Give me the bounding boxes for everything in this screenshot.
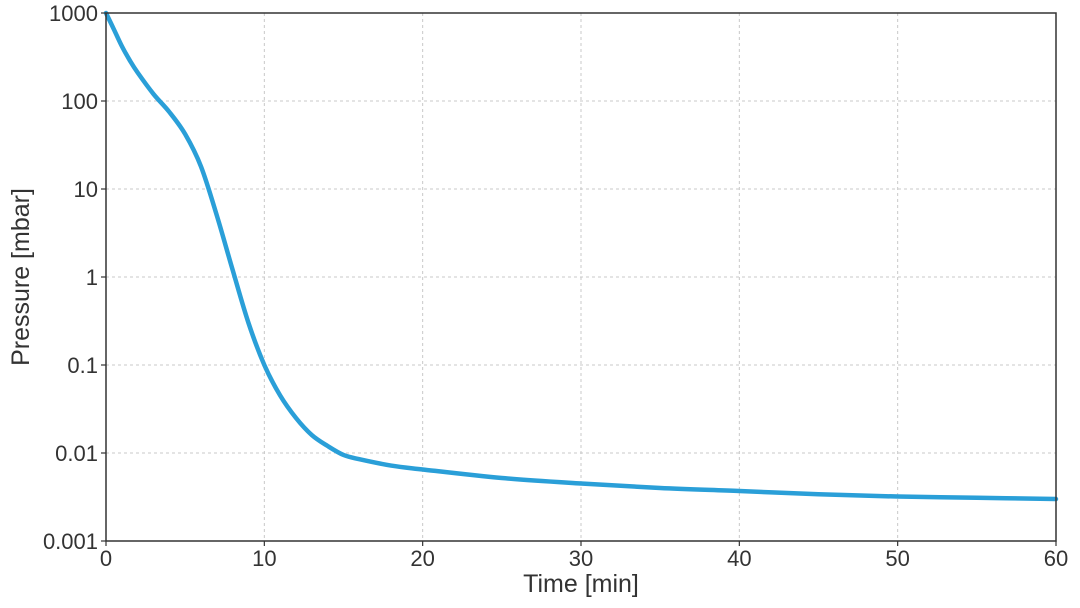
- x-axis-label: Time [min]: [523, 570, 639, 598]
- x-tick-label: 60: [1044, 546, 1068, 571]
- x-tick-label: 20: [410, 546, 434, 571]
- y-tick-label: 0.001: [43, 529, 98, 554]
- grid: [106, 12, 1056, 541]
- x-tick-label: 40: [727, 546, 751, 571]
- y-tick-label: 1000: [49, 1, 98, 26]
- y-tick-label: 10: [74, 177, 98, 202]
- y-tick-label: 1: [86, 265, 98, 290]
- x-tick-label: 10: [252, 546, 276, 571]
- x-tick-label: 30: [569, 546, 593, 571]
- y-tick-label: 0.1: [67, 353, 98, 378]
- y-tick-label: 100: [61, 89, 98, 114]
- x-tick-label: 50: [885, 546, 909, 571]
- ticks: 0 10 20 30 40 50 60 0.001 0.01 0.1 1 10 100 1000: [43, 1, 1068, 571]
- series-layer: [103, 10, 1059, 502]
- pressure-series-line: [103, 10, 1059, 502]
- x-tick-label: 0: [100, 546, 112, 571]
- y-tick-label: 0.01: [55, 441, 98, 466]
- y-axis-label: Pressure [mbar]: [7, 188, 35, 366]
